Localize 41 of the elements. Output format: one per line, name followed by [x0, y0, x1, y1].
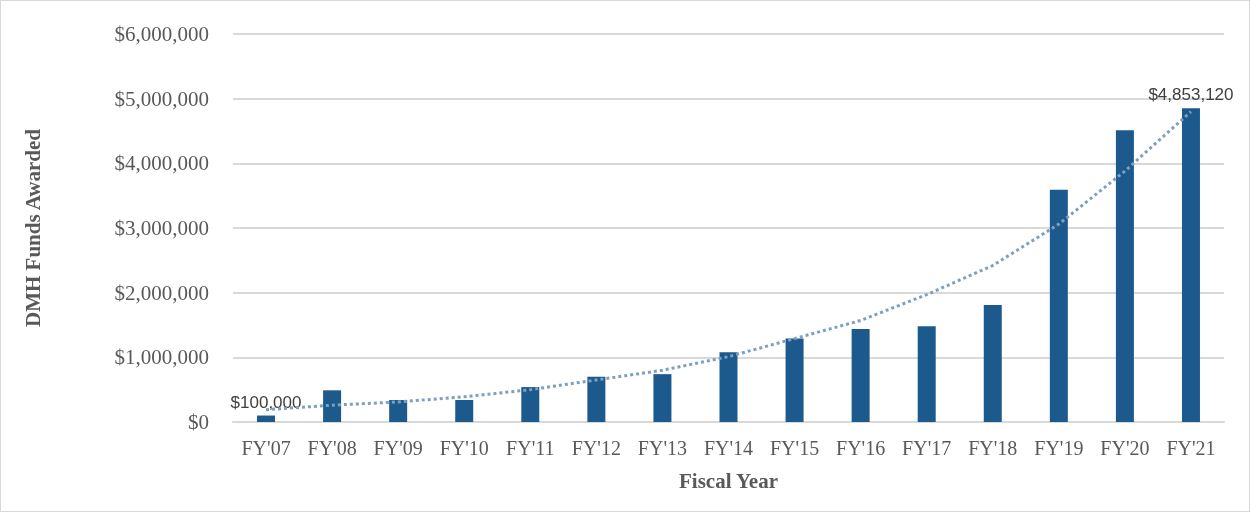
bar [455, 400, 474, 422]
x-tick-label: FY'07 [241, 437, 291, 459]
bar [653, 374, 672, 422]
bar [257, 415, 276, 422]
x-tick-label: FY'15 [769, 437, 820, 459]
bar [389, 400, 408, 422]
y-tick-label: $3,000,000 [114, 216, 209, 240]
x-tick-label: FY'11 [506, 437, 555, 459]
x-tick-label: FY'10 [439, 437, 489, 459]
x-tick-label: FY'18 [968, 437, 1018, 459]
bar [1049, 189, 1068, 422]
bar [983, 304, 1002, 422]
x-tick-label: FY'16 [836, 437, 886, 459]
bar [587, 376, 606, 422]
y-tick-label: $1,000,000 [114, 345, 209, 370]
bar [1181, 108, 1200, 422]
x-tick-label: FY'19 [1034, 437, 1084, 459]
y-tick-label: $5,000,000 [114, 86, 209, 111]
x-tick-label: FY'09 [373, 437, 423, 459]
bar [851, 328, 870, 422]
x-tick-label: FY'21 [1166, 437, 1216, 459]
data-label: $4,853,120 [1148, 85, 1234, 105]
x-tick-label: FY'13 [637, 437, 688, 459]
bar [521, 387, 540, 422]
bar [785, 338, 804, 422]
y-tick-label: $6,000,000 [114, 22, 209, 46]
x-tick-label: FY'08 [307, 437, 357, 459]
x-axis-title: Fiscal Year [679, 468, 778, 493]
y-axis-title: DMH Funds Awarded [20, 128, 45, 327]
x-tick-label: FY'20 [1100, 437, 1150, 459]
y-tick-label: $2,000,000 [114, 280, 209, 305]
data-label: $100,000 [230, 392, 302, 412]
y-tick-label: $0 [188, 410, 209, 434]
bar [719, 352, 738, 422]
bar [323, 390, 342, 422]
bar [1115, 130, 1134, 422]
x-tick-label: FY'17 [902, 437, 952, 459]
bar [917, 326, 936, 422]
x-tick-label: FY'12 [571, 437, 621, 459]
y-tick-label: $4,000,000 [114, 151, 209, 176]
x-tick-label: FY'14 [703, 437, 754, 459]
